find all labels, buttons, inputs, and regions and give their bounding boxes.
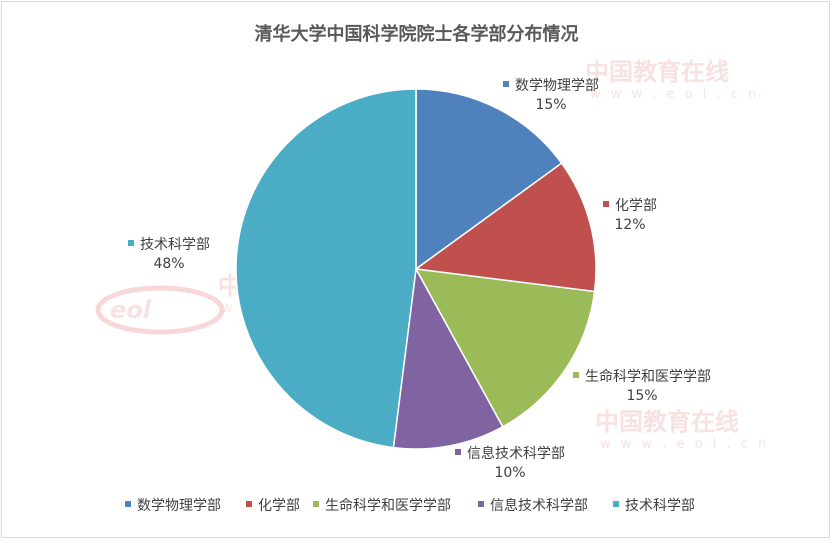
data-label-category: 信息技术科学部	[467, 445, 565, 462]
data-label-marker	[573, 372, 579, 378]
pie-slice	[414, 162, 597, 293]
pie-slice	[415, 88, 563, 271]
legend-label: 数学物理学部	[137, 498, 221, 514]
pie-slice	[414, 268, 596, 428]
legend-label: 信息技术科学部	[490, 497, 588, 514]
data-label-marker	[455, 449, 461, 455]
chart-legend: 数学物理学部 化学部 生命科学和医学学部 信息技术科学部 技术科学部	[125, 497, 695, 514]
data-label-marker	[128, 240, 134, 246]
watermark-logo-text: eol	[110, 296, 152, 324]
data-label-category: 数学物理学部	[515, 78, 599, 94]
pie-slice	[235, 88, 417, 449]
data-label-value: 48%	[153, 256, 184, 272]
pie-slice	[392, 266, 504, 450]
legend-marker	[478, 501, 484, 507]
legend-marker	[246, 501, 252, 507]
legend-label: 生命科学和医学学部	[325, 497, 451, 514]
eol-logo-swoosh	[95, 285, 225, 335]
legend-marker	[125, 501, 131, 507]
data-label-value: 15%	[535, 97, 566, 113]
watermark-url-text: w w w . e o l . c n	[590, 87, 759, 102]
watermark-brand-text: 中国教育在线	[595, 408, 739, 436]
legend-label: 技术科学部	[625, 498, 695, 514]
data-label-marker	[503, 81, 509, 87]
data-label-value: 12%	[614, 217, 645, 233]
chart-title: 清华大学中国科学院院士各学部分布情况	[254, 24, 579, 45]
pie-labels: 数学物理学部 15% 化学部 12% 生命科学和医学学部 15% 信息技术科学部 10% 技术科…	[128, 78, 711, 481]
data-label-category: 生命科学和医学学部	[585, 368, 711, 385]
legend-label: 化学部	[258, 498, 300, 514]
legend-marker	[313, 501, 319, 507]
data-label-marker	[603, 201, 609, 207]
legend-marker	[613, 501, 619, 507]
pie-slices	[235, 88, 597, 450]
watermark-top-right: 中国教育在线 w w w . e o l . c n	[585, 58, 759, 102]
data-label-value: 15%	[626, 388, 657, 404]
watermark-brand-text: 中国教育在线	[585, 58, 729, 86]
watermark-url-text: w w w . e o l . c n	[600, 437, 769, 452]
data-label-value: 10%	[494, 465, 525, 481]
data-label-category: 技术科学部	[140, 237, 210, 253]
watermark-bottom-right: 中国教育在线 w w w . e o l . c n	[595, 408, 769, 452]
data-label-category: 化学部	[615, 198, 657, 214]
